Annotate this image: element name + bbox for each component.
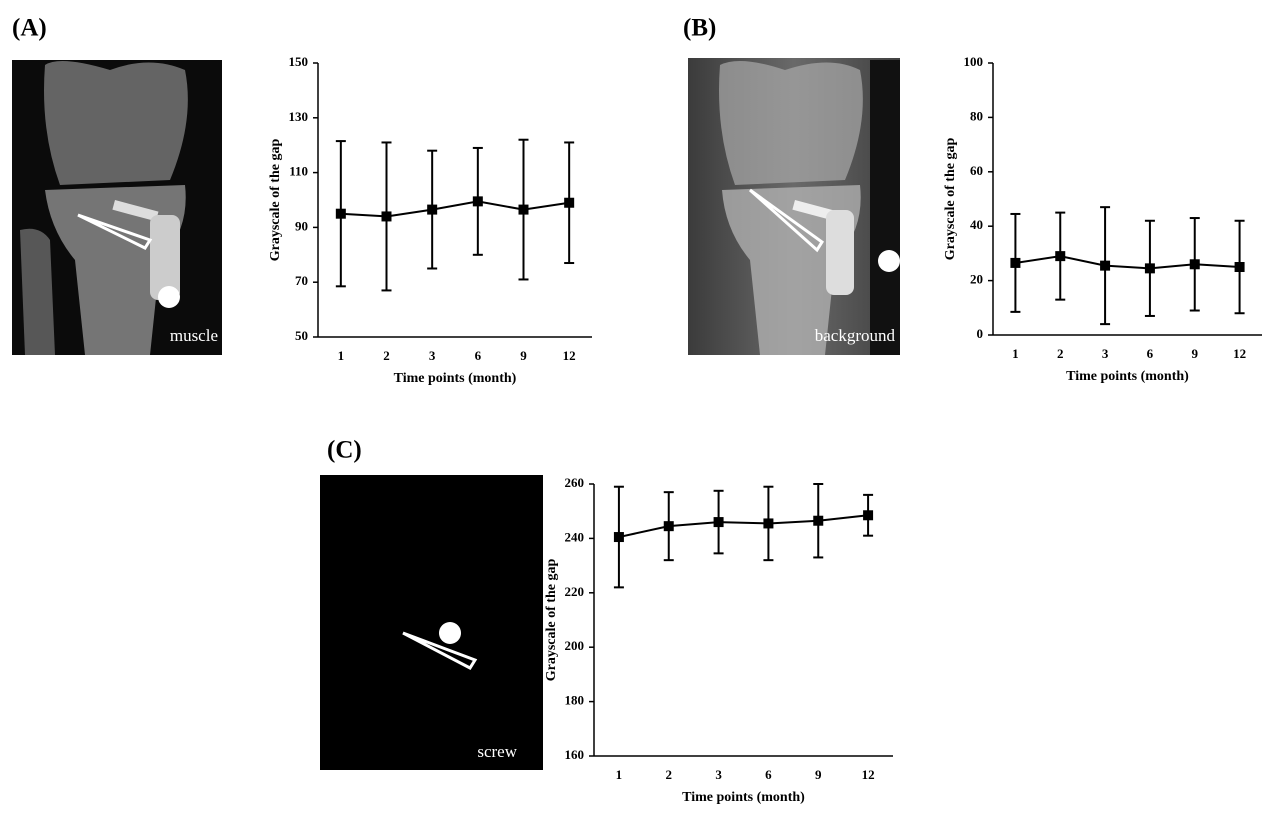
xray-image	[688, 58, 900, 355]
y-tick-label: 0	[977, 326, 984, 341]
y-tick-label: 20	[970, 272, 983, 287]
figure: (A)muscle5070901101301501236912Time poin…	[0, 0, 1265, 815]
marker	[813, 516, 823, 526]
marker	[1235, 262, 1245, 272]
y-tick-label: 90	[295, 218, 308, 233]
y-tick-label: 40	[970, 217, 983, 232]
x-tick-label: 3	[1102, 346, 1109, 361]
series-line	[341, 201, 569, 216]
x-tick-label: 12	[563, 348, 576, 363]
y-tick-label: 110	[289, 164, 308, 179]
x-tick-label: 3	[715, 767, 722, 782]
y-tick-label: 130	[289, 109, 309, 124]
y-tick-label: 60	[970, 163, 983, 178]
y-axis-title: Grayscale of the gap	[544, 559, 559, 682]
y-tick-label: 220	[565, 584, 585, 599]
series-line	[619, 515, 868, 537]
panel-label: (C)	[327, 437, 362, 464]
x-tick-label: 2	[1057, 346, 1064, 361]
y-tick-label: 100	[964, 54, 984, 69]
x-tick-label: 2	[383, 348, 390, 363]
y-tick-label: 80	[970, 108, 983, 123]
x-axis-title: Time points (month)	[682, 790, 805, 805]
x-tick-label: 9	[815, 767, 822, 782]
image-label: background	[815, 326, 896, 345]
x-tick-label: 6	[475, 348, 482, 363]
y-tick-label: 180	[565, 693, 585, 708]
xray-image	[12, 60, 222, 355]
panel-label: (A)	[12, 15, 47, 42]
y-tick-label: 160	[565, 747, 585, 762]
panel-label: (B)	[683, 15, 716, 42]
marker	[1100, 261, 1110, 271]
marker	[473, 196, 483, 206]
marker	[564, 198, 574, 208]
x-tick-label: 9	[1192, 346, 1199, 361]
x-tick-label: 1	[616, 767, 623, 782]
marker	[664, 521, 674, 531]
marker	[336, 209, 346, 219]
x-tick-label: 2	[666, 767, 673, 782]
marker	[1055, 251, 1065, 261]
marker	[519, 205, 529, 215]
x-tick-label: 6	[1147, 346, 1154, 361]
series-line	[1015, 256, 1239, 268]
image-label: muscle	[170, 326, 218, 345]
x-tick-label: 1	[1012, 346, 1019, 361]
y-tick-label: 50	[295, 328, 308, 343]
y-tick-label: 240	[565, 529, 585, 544]
marker	[427, 205, 437, 215]
marker	[614, 532, 624, 542]
x-tick-label: 3	[429, 348, 436, 363]
image-label: screw	[477, 742, 517, 761]
marker	[1145, 263, 1155, 273]
y-axis-title: Grayscale of the gap	[943, 138, 958, 261]
marker	[1010, 258, 1020, 268]
marker	[382, 211, 392, 221]
marker	[763, 518, 773, 528]
y-tick-label: 70	[295, 273, 308, 288]
marker	[714, 517, 724, 527]
x-tick-label: 9	[520, 348, 527, 363]
x-axis-title: Time points (month)	[394, 371, 517, 386]
x-tick-label: 6	[765, 767, 772, 782]
x-axis-title: Time points (month)	[1066, 369, 1189, 384]
mask-image	[320, 475, 543, 770]
y-tick-label: 260	[565, 475, 585, 490]
x-tick-label: 12	[1233, 346, 1246, 361]
y-axis-title: Grayscale of the gap	[268, 139, 283, 262]
y-tick-label: 200	[565, 638, 585, 653]
x-tick-label: 1	[338, 348, 345, 363]
marker	[863, 510, 873, 520]
x-tick-label: 12	[862, 767, 875, 782]
marker	[1190, 259, 1200, 269]
y-tick-label: 150	[289, 54, 309, 69]
